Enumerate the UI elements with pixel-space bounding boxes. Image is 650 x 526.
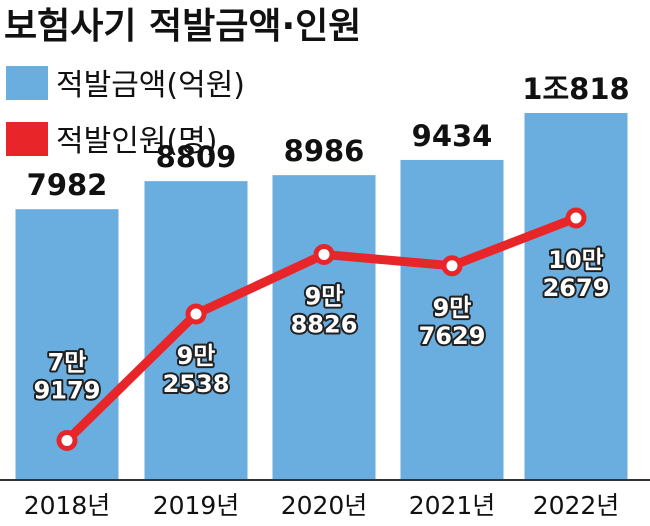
line-point-2020년 [313,243,335,265]
bar-value-labels: 7982 8809 8986 9434 1조818 [27,72,630,202]
line-point-label: 10만 2679 [543,246,610,302]
line-point-label: 9만 2538 [163,342,230,398]
legend-swatch-line [6,122,48,156]
x-axis-ticks: 2018년 2019년 2020년 2021년 2022년 [24,491,620,520]
x-tick-label: 2018년 [24,491,111,520]
line-point-2018년 [56,429,78,451]
bar-2020년 [272,175,376,480]
chart-title: 보험사기 적발금액·인원 [4,6,361,47]
bar-value-label: 9434 [412,119,493,153]
bar-value-label: 8809 [156,140,237,174]
legend: 적발금액(억원) 적발인원(명) [6,66,245,159]
x-tick-label: 2020년 [281,491,368,520]
bar-2021년 [400,159,504,480]
line-point-2021년 [441,255,463,277]
legend-label-bar: 적발금액(억원) [56,68,245,103]
line-point-label: 9만 7629 [419,294,486,350]
legend-label-line: 적발인원(명) [56,124,217,159]
bar-value-label: 1조818 [522,72,629,106]
bar-value-label: 8986 [284,134,365,168]
bar-2022년 [524,113,628,480]
line-point-labels: 7만 9179 9만 2538 9만 8826 9만 7629 10만 2679 [32,244,612,406]
x-tick-label: 2021년 [409,491,496,520]
x-tick-label: 2022년 [533,491,620,520]
line-point-2022년 [565,207,587,229]
line-point-label: 9만 8826 [291,282,358,338]
line-series [56,207,587,451]
line-point-label: 7만 9179 [34,348,101,404]
line-point-2019년 [185,303,207,325]
x-tick-label: 2019년 [153,491,240,520]
legend-swatch-bar [6,66,48,100]
bar-value-label: 7982 [27,168,108,202]
bar-2019년 [144,181,248,480]
